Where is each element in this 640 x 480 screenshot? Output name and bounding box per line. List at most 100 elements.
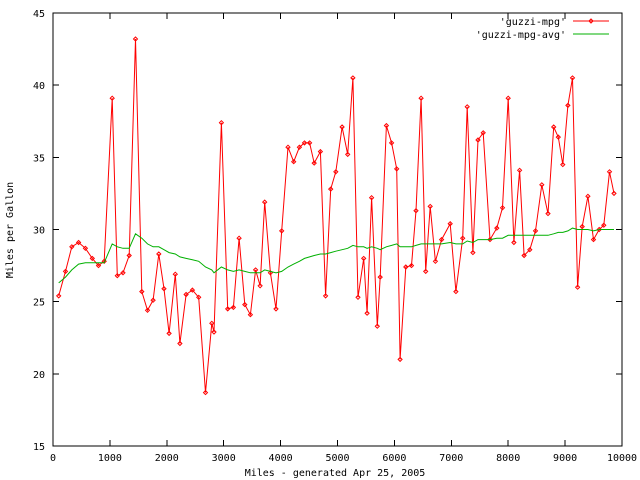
x-tick-label: 5000 (325, 453, 349, 464)
data-point-guzzi-mpg (360, 255, 367, 262)
data-point-guzzi-mpg (355, 294, 361, 301)
data-point-guzzi-mpg (211, 329, 217, 335)
data-point-guzzi-mpg (447, 220, 453, 227)
data-point-guzzi-mpg (166, 330, 172, 337)
data-point-guzzi-mpg (339, 124, 345, 130)
data-point-guzzi-mpg (252, 267, 259, 273)
data-point-guzzi-mpg (139, 288, 145, 295)
x-tick-label: 1000 (98, 453, 122, 464)
data-point-guzzi-mpg (224, 306, 231, 312)
data-point-guzzi-mpg (427, 203, 433, 210)
data-point-guzzi-mpg (475, 137, 481, 143)
legend-label-guzzi-mpg-avg: 'guzzi-mpg-avg' (476, 30, 566, 41)
y-tick-label: 25 (33, 298, 45, 309)
y-axis-label: Miles per Gallon (5, 182, 16, 278)
data-point-guzzi-mpg (290, 158, 297, 165)
data-point-guzzi-mpg (230, 304, 237, 311)
data-point-guzzi-mpg (242, 301, 248, 308)
data-point-guzzi-mpg (499, 205, 506, 211)
data-point-guzzi-mpg (109, 95, 115, 101)
data-point-guzzi-mpg (322, 293, 329, 299)
y-tick-label: 35 (33, 153, 45, 164)
data-point-guzzi-mpg (261, 199, 268, 205)
data-point-guzzi-mpg (453, 288, 459, 295)
series-line-guzzi-mpg-avg (58, 227, 614, 284)
data-point-guzzi-mpg (397, 356, 403, 363)
series-layer (55, 36, 617, 396)
data-point-guzzi-mpg (202, 389, 209, 396)
x-tick-label: 6000 (382, 453, 406, 464)
data-point-guzzi-mpg (494, 225, 500, 231)
data-point-guzzi-mpg (527, 246, 533, 253)
data-point-guzzi-mpg (82, 245, 89, 252)
y-tick-label: 40 (33, 81, 45, 92)
data-point-guzzi-mpg (183, 291, 189, 298)
y-tick-label: 45 (33, 9, 45, 20)
data-point-guzzi-mpg (161, 285, 167, 292)
data-point-guzzi-mpg (333, 169, 339, 175)
data-point-guzzi-mpg (301, 140, 308, 146)
data-point-guzzi-mpg (560, 161, 566, 168)
data-point-guzzi-mpg (350, 75, 356, 81)
data-point-guzzi-mpg (383, 122, 390, 129)
data-point-guzzi-mpg (95, 262, 102, 269)
series-line-guzzi-mpg (58, 38, 615, 393)
data-point-guzzi-mpg (393, 166, 400, 172)
data-point-guzzi-mpg (606, 169, 613, 175)
data-point-guzzi-mpg (569, 75, 576, 81)
data-point-guzzi-mpg (195, 294, 202, 301)
data-point-guzzi-mpg (126, 252, 132, 259)
data-point-guzzi-mpg (144, 307, 151, 314)
x-tick-label: 7000 (439, 453, 463, 464)
legend-marker-guzzi-mpg (588, 18, 594, 24)
data-point-guzzi-mpg (120, 270, 126, 276)
x-tick-label: 3000 (212, 453, 236, 464)
data-point-guzzi-mpg (374, 323, 381, 329)
legend-label-guzzi-mpg: 'guzzi-mpg' (500, 17, 566, 28)
data-point-guzzi-mpg (62, 268, 69, 275)
data-point-guzzi-mpg (432, 258, 439, 265)
data-point-guzzi-mpg (75, 239, 82, 246)
data-point-guzzi-mpg (377, 274, 383, 280)
data-point-guzzi-mpg (565, 102, 571, 109)
x-tick-label: 0 (50, 453, 56, 464)
data-point-guzzi-mpg (470, 249, 476, 256)
data-point-guzzi-mpg (55, 293, 62, 299)
data-point-guzzi-mpg (69, 244, 75, 250)
data-point-guzzi-mpg (585, 193, 591, 200)
data-point-guzzi-mpg (516, 167, 523, 174)
data-point-guzzi-mpg (422, 268, 429, 275)
data-point-guzzi-mpg (114, 272, 121, 279)
data-point-guzzi-mpg (317, 148, 324, 155)
y-tick-label: 30 (33, 226, 45, 237)
data-point-guzzi-mpg (156, 251, 162, 257)
data-point-guzzi-mpg (459, 235, 466, 241)
x-tick-label: 2000 (155, 453, 179, 464)
legend: 'guzzi-mpg' 'guzzi-mpg-avg' (476, 17, 609, 41)
data-point-guzzi-mpg (364, 310, 370, 316)
data-point-guzzi-mpg (418, 95, 424, 101)
data-point-guzzi-mpg (438, 236, 445, 243)
x-tick-label: 4000 (269, 453, 293, 464)
data-point-guzzi-mpg (327, 186, 334, 192)
data-point-guzzi-mpg (521, 252, 527, 259)
data-point-guzzi-mpg (132, 36, 139, 42)
x-axis-ticks: 0 1000 2000 3000 4000 5000 6000 7000 8000 9000 100… (50, 13, 637, 464)
data-point-guzzi-mpg (590, 236, 597, 243)
data-point-guzzi-mpg (311, 160, 317, 166)
data-point-guzzi-mpg (257, 283, 263, 289)
data-point-guzzi-mpg (574, 284, 581, 290)
data-point-guzzi-mpg (236, 235, 242, 241)
data-point-guzzi-mpg (611, 190, 617, 197)
data-point-guzzi-mpg (150, 297, 156, 303)
data-point-guzzi-mpg (601, 222, 607, 228)
data-point-guzzi-mpg (368, 194, 375, 201)
data-point-guzzi-mpg (296, 144, 303, 150)
data-point-guzzi-mpg (273, 306, 279, 312)
data-point-guzzi-mpg (218, 119, 225, 126)
data-point-guzzi-mpg (511, 239, 517, 246)
data-point-guzzi-mpg (505, 95, 511, 101)
data-point-guzzi-mpg (545, 210, 551, 217)
